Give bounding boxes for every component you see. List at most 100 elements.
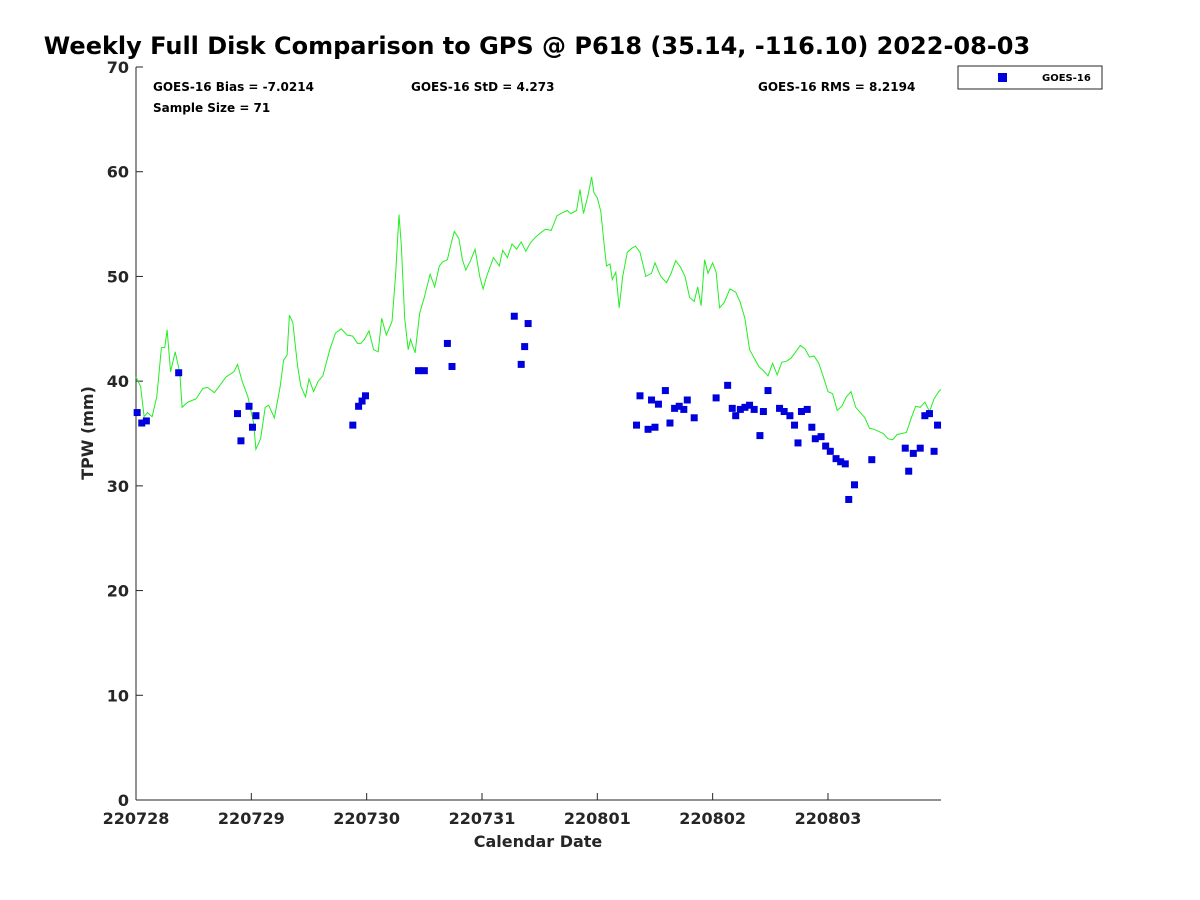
y-tick-label: 20 [107,582,129,601]
data-point-goes-16 [837,458,845,466]
legend-box [957,65,1103,90]
x-tick-label: 220731 [449,809,516,828]
y-tick-label: 50 [107,267,129,286]
y-tick-label: 70 [107,58,129,77]
data-point-goes-16 [517,360,525,368]
series-line-gps [135,176,942,452]
x-axis-label: Calendar Date [474,832,603,851]
x-tick-label: 220801 [564,809,631,828]
data-point-goes-16 [510,312,518,320]
x-tick-label: 220728 [103,809,170,828]
stat-bias: GOES-16 Bias = -7.0214 [153,80,314,94]
y-tick-label: 30 [107,477,129,496]
data-point-goes-16 [648,396,656,404]
x-tick-label: 220803 [795,809,862,828]
data-point-goes-16 [934,421,942,429]
data-point-goes-16 [349,421,357,429]
stat-rms: GOES-16 RMS = 8.2194 [758,80,915,94]
data-point-goes-16 [732,412,740,420]
data-point-goes-16 [651,423,659,431]
data-point-goes-16 [845,495,853,503]
data-point-goes-16 [633,421,641,429]
data-point-goes-16 [909,449,917,457]
data-point-goes-16 [521,343,529,351]
data-point-goes-16 [764,387,772,395]
data-point-goes-16 [817,433,825,441]
y-tick-label: 0 [118,791,129,810]
data-point-goes-16 [712,394,720,402]
data-point-goes-16 [776,404,784,412]
data-point-goes-16 [252,412,260,420]
legend: GOES-16 [957,65,1103,90]
data-point-goes-16 [690,414,698,422]
data-point-goes-16 [415,367,423,375]
data-point-goes-16 [905,467,913,475]
data-point-goes-16 [759,408,767,416]
data-point-goes-16 [724,381,732,389]
data-point-goes-16 [443,339,451,347]
stat-std: GOES-16 StD = 4.273 [411,80,554,94]
data-point-goes-16 [175,369,183,377]
stat-sample-size: Sample Size = 71 [153,101,270,115]
data-point-goes-16 [930,447,938,455]
data-point-goes-16 [797,408,805,416]
data-point-goes-16 [822,442,830,450]
data-point-goes-16 [237,437,245,445]
data-point-goes-16 [233,410,241,418]
data-point-goes-16 [666,419,674,427]
data-point-goes-16 [925,410,933,418]
data-point-goes-16 [736,405,744,413]
data-point-goes-16 [811,435,819,443]
data-point-goes-16 [675,402,683,410]
chart-title: Weekly Full Disk Comparison to GPS @ P61… [44,32,1030,60]
data-point-goes-16 [654,400,662,408]
data-point-goes-16 [661,387,669,395]
data-point-goes-16 [133,409,141,417]
data-point-goes-16 [448,362,456,370]
y-tick-label: 40 [107,372,129,391]
legend-label-goes-16: GOES-16 [1042,73,1091,84]
data-point-goes-16 [248,423,256,431]
legend-marker-goes-16 [998,73,1007,82]
data-point-goes-16 [671,404,679,412]
data-point-goes-16 [355,402,363,410]
data-point-goes-16 [832,455,840,463]
data-point-goes-16 [524,320,532,328]
data-point-goes-16 [901,444,909,452]
data-point-goes-16 [851,481,859,489]
data-point-goes-16 [420,367,428,375]
data-point-goes-16 [794,439,802,447]
data-point-goes-16 [138,419,146,427]
data-point-goes-16 [746,401,754,409]
data-point-goes-16 [750,405,758,413]
data-point-goes-16 [680,405,688,413]
data-point-goes-16 [791,421,799,429]
x-tick-label: 220730 [333,809,400,828]
plot-area: 0 10 20 30 40 50 60 70 220728 220729 220730 220731 2… [103,58,942,828]
data-point-goes-16 [741,403,749,411]
y-axis-label: TPW (mm) [78,386,97,480]
data-point-goes-16 [358,397,366,405]
data-point-goes-16 [636,392,644,400]
data-point-goes-16 [142,417,150,425]
data-point-goes-16 [728,404,736,412]
y-tick-label: 10 [107,686,129,705]
data-point-goes-16 [786,412,794,420]
data-point-goes-16 [841,460,849,468]
data-point-goes-16 [921,412,929,420]
data-point-goes-16 [916,444,924,452]
data-point-goes-16 [826,447,834,455]
data-point-goes-16 [780,408,788,416]
x-tick-label: 220729 [218,809,285,828]
data-point-goes-16 [868,456,876,464]
data-point-goes-16 [803,405,811,413]
data-point-goes-16 [644,425,652,433]
y-tick-label: 60 [107,163,129,182]
x-tick-label: 220802 [679,809,746,828]
data-point-goes-16 [808,423,816,431]
data-point-goes-16 [756,432,764,440]
data-point-goes-16 [362,392,370,400]
data-point-goes-16 [245,402,253,410]
data-point-goes-16 [683,396,691,404]
